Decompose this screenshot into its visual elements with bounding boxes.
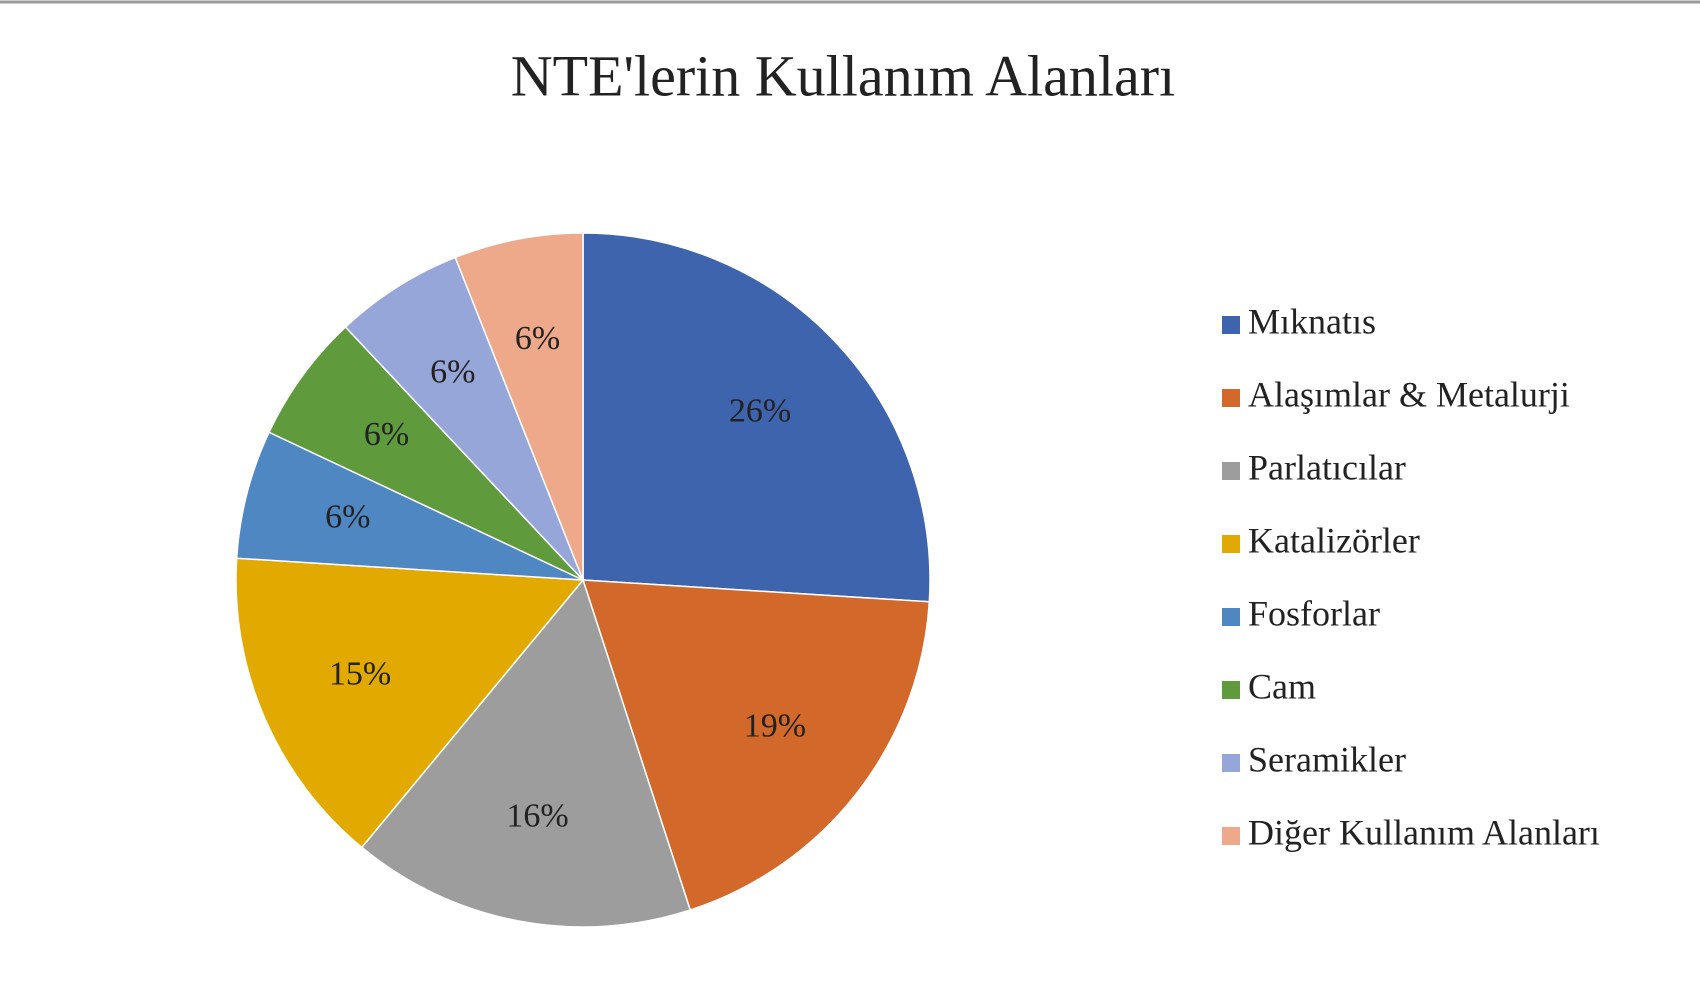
- legend-swatch: [1222, 681, 1240, 699]
- data-label: 6%: [515, 320, 560, 357]
- data-label: 6%: [364, 416, 409, 453]
- legend-label: Diğer Kullanım Alanları: [1248, 812, 1600, 852]
- legend-label: Mıknatıs: [1248, 301, 1376, 341]
- data-label: 16%: [506, 797, 568, 834]
- pie-slice: [360, 578, 692, 928]
- legend-label: Parlatıcılar: [1248, 447, 1406, 487]
- data-label: 19%: [744, 708, 806, 745]
- pie-slice: [581, 579, 931, 911]
- legend-label: Seramikler: [1248, 739, 1406, 779]
- pie-slice: [268, 325, 584, 581]
- data-label: 6%: [325, 498, 370, 535]
- legend-swatch: [1222, 316, 1240, 334]
- pie-slice: [344, 256, 584, 581]
- pie-slice: [235, 431, 584, 581]
- legend-swatch: [1222, 535, 1240, 553]
- legend-swatch: [1222, 389, 1240, 407]
- legend-label: Alaşımlar & Metalurji: [1248, 374, 1570, 414]
- legend-label: Cam: [1248, 666, 1316, 706]
- legend-swatch: [1222, 754, 1240, 772]
- data-label: 6%: [430, 354, 475, 391]
- data-label: 26%: [729, 393, 791, 430]
- legend-label: Fosforlar: [1248, 593, 1380, 633]
- legend-swatch: [1222, 608, 1240, 626]
- data-label: 15%: [329, 655, 391, 692]
- legend-label: Katalizörler: [1248, 520, 1420, 560]
- chart-title: NTE'lerin Kullanım Alanları: [511, 43, 1175, 108]
- pie-slice: [235, 557, 585, 849]
- pie-slice: [582, 232, 931, 603]
- legend-swatch: [1222, 827, 1240, 845]
- legend-swatch: [1222, 462, 1240, 480]
- pie-slice: [454, 232, 584, 581]
